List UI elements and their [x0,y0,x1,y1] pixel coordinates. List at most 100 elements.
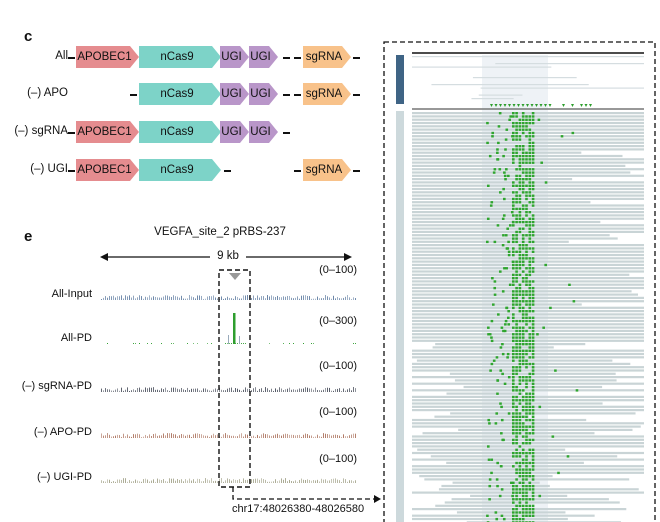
track-label: (–) APO-PD [33,426,92,438]
mutation [515,395,518,399]
read [450,412,636,415]
coverage-bar [257,295,258,300]
apobec1-arrow: APOBEC1 [76,159,139,181]
mutation [557,471,560,475]
coverage-bar [117,296,118,300]
coverage-bar [183,434,184,438]
track-range: (0–100) [319,360,357,372]
coverage-bar [169,390,170,392]
coverage-bar [299,388,300,392]
coverage-bar [347,481,348,483]
coverage-bar [301,295,302,300]
coverage-bar [307,387,308,392]
mutation [511,135,514,138]
read [412,313,644,316]
mutation [512,214,515,217]
mutation [571,131,575,135]
coverage-bar [281,388,282,392]
mutation [515,494,518,498]
read [412,112,644,115]
coverage-bar [235,388,236,392]
mutation [500,432,503,435]
coverage-bar [285,478,286,483]
mutation [554,369,557,372]
mutation [531,428,535,432]
coverage-bar [213,295,214,300]
mutation [518,121,522,125]
coverage-bar [171,296,172,300]
coverage-bar [235,296,236,300]
mutation [512,273,515,277]
mutation [525,283,528,286]
mutation [518,187,522,191]
mutation [515,267,518,270]
mutation [525,455,528,458]
mutation [518,379,522,382]
coverage-bar [325,479,326,483]
coverage-bar [185,390,186,392]
mutation [515,333,518,336]
coverage-bar [157,478,158,483]
locus-title: VEGFA_site_2 pRBS-237 [154,226,286,238]
mutation [512,385,515,389]
coverage-bar [137,480,138,483]
read [458,428,633,431]
mutation [511,220,515,224]
mutation [486,184,490,187]
coverage-bar [337,388,338,392]
mutation [518,343,522,346]
mutation [531,135,535,138]
mutation [521,498,525,501]
coverage-bar [247,295,248,300]
mutation [521,151,525,154]
mutation [528,191,532,194]
mutation [500,488,504,491]
coverage-bar [223,434,224,438]
mutation [528,306,532,310]
coverage-bar [197,433,198,438]
coverage-bar [113,481,114,483]
coverage-bar [217,481,218,483]
coverage-bar [293,434,294,438]
mutation [518,422,522,425]
mutation [531,181,535,184]
mutation [501,244,505,247]
coverage-bar [109,434,110,438]
coverage-bar [127,434,128,438]
mutation [507,316,510,319]
mutation [518,217,522,220]
mutation [525,128,528,131]
coverage-bar [167,390,168,392]
coverage-bar [211,478,212,483]
mutation [512,465,515,468]
mutation [531,343,535,346]
coverage-bar [291,434,292,438]
mutation [525,395,528,399]
mutation-marker-icon [589,104,592,107]
mutation [515,504,518,508]
mutation [518,455,522,458]
read [472,77,577,79]
mutation [502,187,505,191]
mutation [515,448,518,451]
mutation [528,227,532,230]
mutation [495,478,499,481]
coverage-bar [177,296,178,300]
mutation [515,468,518,471]
read [412,171,631,174]
mutation [518,148,522,151]
mutation [525,197,528,201]
read [471,98,514,100]
coverage-bar [241,390,242,392]
coverage-bar [229,297,230,300]
mutation [496,148,499,151]
mutation [497,125,501,128]
mutation [525,438,528,442]
mutation [531,461,535,465]
mutation [490,339,494,343]
coverage-bar [107,479,108,483]
coverage-bar [329,297,330,300]
mutation [531,478,535,481]
coverage-bar [251,298,252,300]
coverage-bar [317,479,318,483]
